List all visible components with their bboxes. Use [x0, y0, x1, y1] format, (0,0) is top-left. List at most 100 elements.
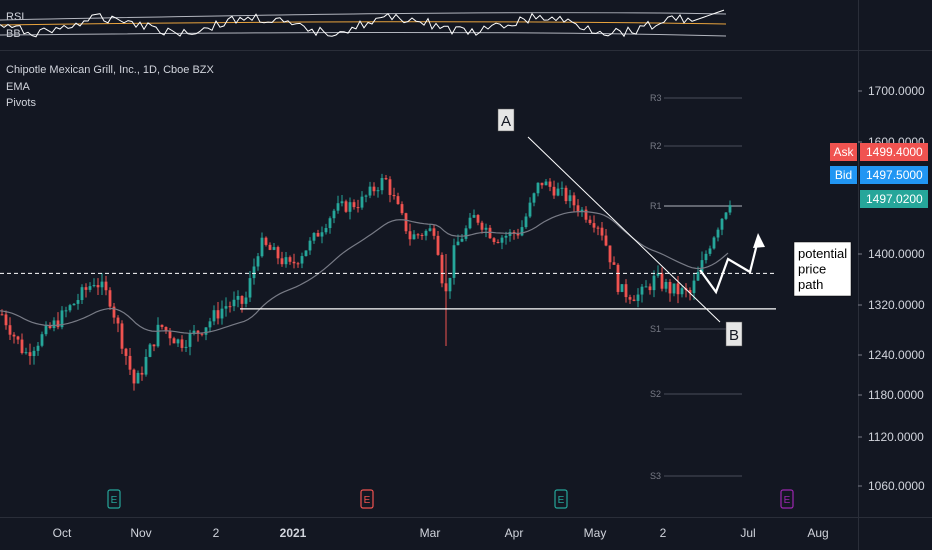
candle-body: [28, 352, 32, 357]
candle-body: [500, 237, 504, 243]
candle-body: [320, 232, 324, 237]
candle-body: [628, 297, 632, 300]
candle-body: [584, 209, 588, 220]
x-tick-label: Mar: [420, 526, 441, 540]
candle-body: [508, 231, 512, 236]
candle-body: [536, 182, 540, 194]
candle-body: [364, 195, 368, 197]
candle-body: [220, 308, 224, 319]
candle-body: [664, 281, 668, 289]
rsi-pane: RSI BB: [0, 9, 727, 40]
price-tag-label: Bid: [835, 168, 852, 182]
candle-body: [652, 275, 656, 291]
pivot-label-s2: S2: [650, 389, 661, 399]
price-tag-label-bg: [830, 143, 857, 161]
candle-body: [396, 196, 400, 205]
candle-body: [256, 256, 260, 267]
candle-body: [644, 286, 648, 288]
price-tag-value-bg: [860, 143, 928, 161]
earnings-marker-label: E: [784, 495, 791, 506]
candle-body: [148, 344, 152, 357]
trendline: [527, 136, 721, 323]
rsi-line: [0, 9, 725, 38]
candle-body: [404, 213, 408, 232]
candle-body: [696, 272, 700, 281]
indicator-pivots-label[interactable]: Pivots: [6, 97, 36, 109]
candle-body: [388, 179, 392, 195]
earnings-marker-label: E: [558, 495, 565, 506]
ema-line: [0, 210, 729, 334]
candle-body: [204, 327, 208, 335]
candle-body: [568, 195, 572, 202]
candle-body: [292, 261, 296, 264]
candle-body: [56, 320, 60, 328]
candle-body: [188, 332, 192, 347]
candle-body: [608, 245, 612, 263]
candle-body: [492, 238, 496, 242]
candle-body: [348, 202, 352, 212]
candle-body: [96, 285, 100, 288]
candle-body: [212, 310, 216, 322]
horizontal-levels: [0, 272, 776, 310]
candle-body: [616, 264, 620, 292]
label-b-box: [725, 321, 743, 347]
candle-body: [132, 369, 136, 384]
candle-body: [312, 232, 316, 241]
candle-body: [180, 339, 184, 348]
candle-body: [264, 237, 268, 245]
pivot-label-r1: R1: [650, 201, 662, 211]
candle-body: [708, 248, 712, 254]
candles: [0, 173, 732, 391]
time-axis[interactable]: Oct Nov 2 2021 Mar Apr May 2 Jul Aug: [53, 526, 829, 540]
candle-body: [80, 287, 84, 301]
price-tag-value-bg: [860, 190, 928, 208]
candle-body: [288, 257, 292, 262]
candle-body: [620, 284, 624, 292]
candle-body: [316, 232, 320, 237]
earnings-marker: [360, 489, 374, 509]
indicator-ema-label[interactable]: EMA: [6, 81, 31, 93]
candle-body: [280, 258, 284, 265]
candle-body: [136, 372, 140, 384]
candle-body: [380, 178, 384, 191]
x-tick-label: May: [584, 526, 607, 540]
x-tick-label: 2: [213, 526, 220, 540]
x-tick-label: Apr: [505, 526, 524, 540]
candle-body: [296, 263, 300, 265]
note-line: potential: [798, 246, 847, 261]
candle-body: [516, 233, 520, 236]
candle-body: [112, 306, 116, 318]
candle-body: [592, 223, 596, 228]
candle-body: [0, 314, 4, 316]
candle-body: [392, 194, 396, 197]
candle-body: [64, 310, 68, 312]
candle-body: [476, 215, 480, 223]
candle-body: [124, 348, 128, 356]
candle-body: [252, 266, 256, 279]
candle-body: [528, 202, 532, 217]
candle-body: [16, 336, 20, 340]
bb-lower-band: [0, 31, 727, 37]
candle-body: [564, 187, 568, 202]
candle-body: [640, 286, 644, 295]
candle-body: [636, 294, 640, 301]
x-tick-label: Jul: [740, 526, 755, 540]
candle-body: [32, 350, 36, 357]
candle-body: [268, 244, 272, 250]
candle-body: [460, 238, 464, 242]
candle-body: [648, 286, 652, 291]
candle-body: [140, 372, 144, 375]
candle-body: [200, 333, 204, 335]
candle-body: [184, 346, 188, 348]
candle-body: [248, 278, 252, 298]
candle-body: [164, 326, 168, 331]
pivot-label-r2: R2: [650, 141, 662, 151]
y-tick-label: 1060.0000: [868, 479, 925, 493]
candle-body: [260, 237, 264, 257]
candle-body: [420, 235, 424, 237]
candle-body: [704, 253, 708, 261]
bb-label: BB: [6, 28, 21, 40]
candle-body: [576, 205, 580, 212]
